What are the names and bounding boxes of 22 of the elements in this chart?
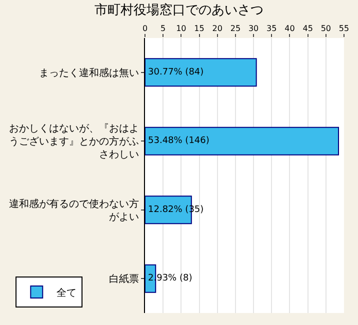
chart-title: 市町村役場窓口でのあいさつ [94,2,264,18]
x-tick-label: 40 [284,24,295,33]
x-tick-label: 55 [338,24,350,33]
x-tick-label: 30 [248,24,259,33]
bar [145,58,257,87]
x-tick-label: 25 [230,24,241,33]
data-label: 53.48% (146) [148,136,210,146]
bar [145,126,339,156]
x-tick-label: 10 [176,24,186,33]
legend-label: 全て [56,286,77,299]
x-tick-label: 35 [266,24,277,33]
y-tick-label: 白紙票 [109,273,139,286]
y-tick-label: おかしくはないが、『おはようございます』とかの方がふさわしい [9,122,139,161]
x-tick-label: 20 [212,24,222,33]
x-tick-label: 5 [160,24,166,33]
data-label: 30.77% (84) [148,67,204,78]
x-tick-label: 15 [194,24,204,33]
y-tick-label: まったく違和感は無い [39,66,139,79]
x-tick-label: 50 [320,24,332,33]
x-tick-label: 0 [142,24,148,33]
y-tick-label: 違和感が有るので使わない方がよい [9,198,139,223]
x-tick-label: 45 [302,24,313,33]
